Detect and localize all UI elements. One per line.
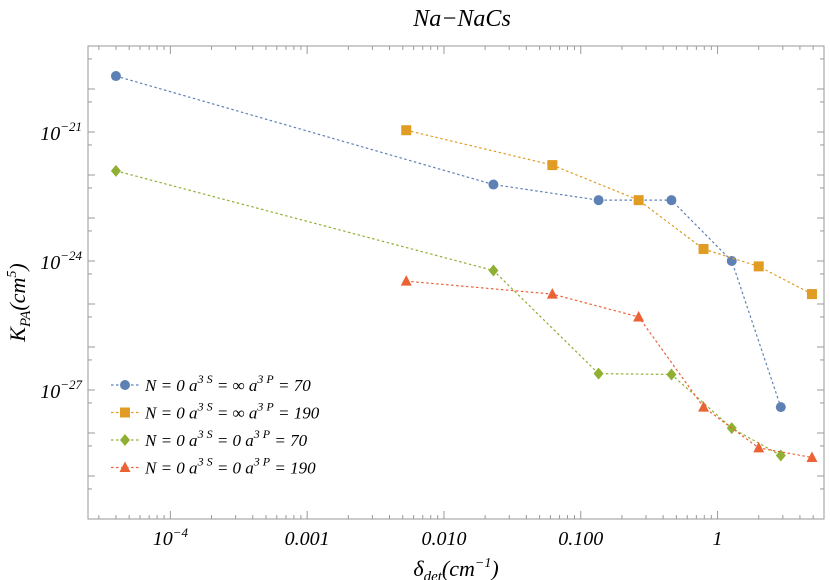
series-line-4 (406, 280, 813, 459)
legend-marker (120, 434, 130, 446)
data-point (698, 244, 709, 255)
series-4 (400, 275, 818, 462)
data-point (753, 441, 765, 453)
legend-item-3: N = 0 a3 S = 0 a3 P = 70 (111, 427, 308, 450)
data-point (110, 164, 121, 177)
data-point (633, 310, 645, 322)
data-point (698, 401, 710, 412)
legend-label: N = 0 a3 S = 0 a3 P = 190 (144, 455, 316, 478)
legend-marker (120, 380, 130, 390)
plot-frame (87, 45, 825, 520)
x-axis-label: δdet(cm−1) (413, 556, 498, 580)
data-point (775, 402, 786, 413)
data-point (753, 261, 764, 272)
series-2 (401, 125, 817, 300)
series-line-1 (115, 75, 782, 408)
x-tick-label: 10−4 (153, 525, 189, 550)
data-point (547, 160, 558, 171)
series-layer (110, 71, 818, 462)
y-tick-label: 10−27 (40, 377, 82, 403)
data-point (488, 264, 499, 277)
data-point (401, 125, 412, 136)
y-tick-label: 10−24 (40, 248, 82, 274)
y-axis-label: KPA(cm5) (5, 263, 34, 342)
data-point (806, 451, 818, 462)
legend: N = 0 a3 S = ∞ a3 P = 70 N = 0 a3 S = ∞ a… (111, 372, 320, 478)
legend-marker (119, 461, 131, 472)
data-point (110, 71, 121, 82)
legend-item-2: N = 0 a3 S = ∞ a3 P = 190 (111, 400, 320, 423)
x-tick-label: 0.010 (421, 528, 466, 550)
legend-marker (120, 407, 130, 418)
data-point (633, 195, 644, 206)
data-point (806, 289, 817, 300)
chart-title: Na−NaCs (412, 6, 511, 32)
data-point (593, 195, 604, 206)
data-point (666, 195, 677, 206)
data-point (400, 275, 412, 286)
legend-label: N = 0 a3 S = 0 a3 P = 70 (144, 427, 308, 450)
legend-label: N = 0 a3 S = ∞ a3 P = 70 (144, 372, 311, 395)
data-point (775, 449, 786, 462)
legend-item-1: N = 0 a3 S = ∞ a3 P = 70 (111, 372, 311, 395)
series-line-3 (115, 170, 782, 457)
data-point (593, 367, 604, 380)
series-1 (110, 71, 786, 413)
data-point (546, 288, 558, 299)
legend-label: N = 0 a3 S = ∞ a3 P = 190 (144, 400, 320, 423)
x-tick-label: 0.001 (285, 528, 330, 550)
plot-area-frame (87, 45, 825, 520)
series-line-2 (406, 129, 813, 295)
x-tick-label: 1 (713, 528, 723, 550)
legend-item-4: N = 0 a3 S = 0 a3 P = 190 (111, 455, 316, 478)
x-tick-label: 0.100 (558, 528, 603, 550)
data-point (726, 256, 737, 266)
data-point (666, 368, 677, 381)
y-tick-label: 10−21 (40, 119, 82, 145)
series-3 (110, 164, 786, 462)
axis-ticks (88, 45, 825, 520)
axis-labels: 10−4 0.001 0.010 0.100 1 10−21 10−24 10−27 Na−Na… (5, 6, 723, 580)
data-point (488, 179, 499, 190)
